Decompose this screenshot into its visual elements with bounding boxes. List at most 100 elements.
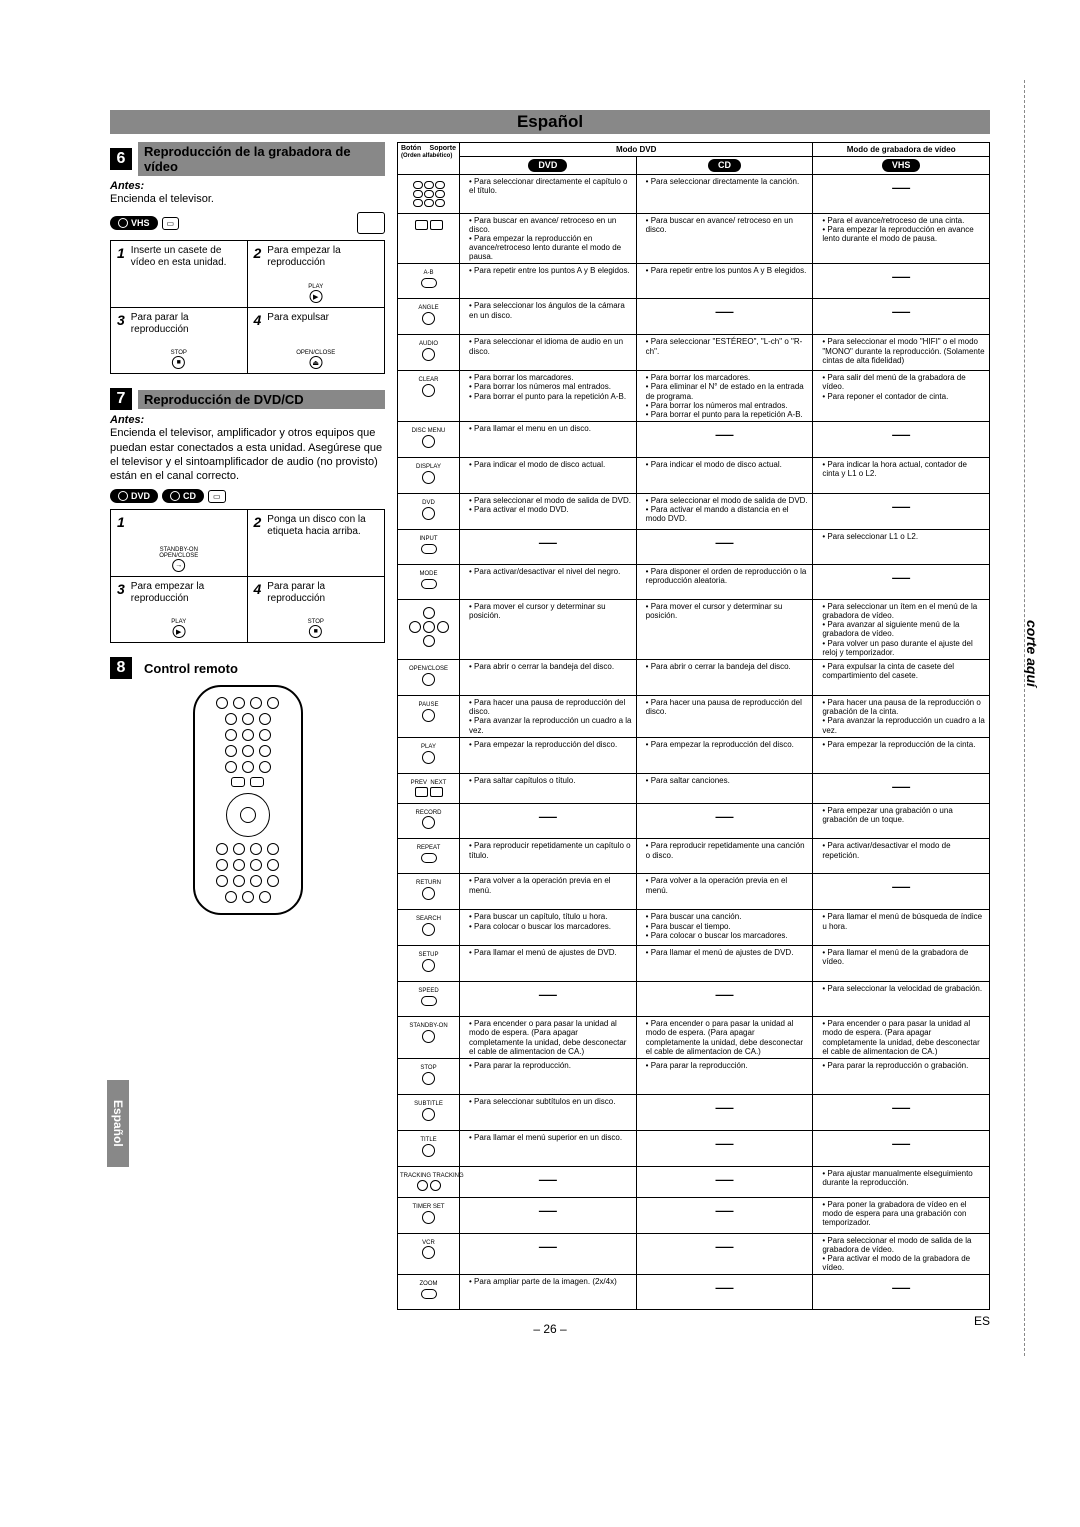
- table-item: Para hacer una pausa de reproducción del…: [646, 698, 810, 716]
- table-item: Para el avance/retroceso de una cinta.: [822, 216, 986, 225]
- table-item: Para empezar la reproducción del disco.: [646, 740, 810, 749]
- remote-illustration: [193, 685, 303, 915]
- section-8-title: Control remoto: [138, 659, 385, 678]
- table-cell: Para hacer una pausa de reproducción del…: [460, 695, 637, 737]
- table-row: SPEED——Para seleccionar la velocidad de …: [398, 982, 990, 1017]
- table-item: Para buscar un capítulo, título u hora.: [469, 912, 633, 921]
- table-cell: —: [460, 982, 637, 1017]
- table-item: Para seleccionar subtítulos en un disco.: [469, 1097, 633, 1106]
- language-title: Español: [110, 110, 990, 134]
- antes-6-text: Encienda el televisor.: [110, 192, 385, 206]
- step-text: Ponga un disco con la etiqueta hacia arr…: [267, 514, 365, 537]
- step-btn-icon: PLAY▶: [171, 619, 186, 638]
- table-cell: —: [636, 1197, 813, 1233]
- table-item: Para ampliar parte de la imagen. (2x/4x): [469, 1277, 633, 1286]
- section-6-head: 6 Reproducción de la grabadora de vídeo: [110, 142, 385, 176]
- step-num: 1: [117, 514, 125, 530]
- table-item: Para seleccionar los ángulos de la cámar…: [469, 301, 633, 319]
- table-item: Para buscar en avance/ retroceso en un d…: [469, 216, 633, 234]
- hdr-vhs: VHS: [813, 157, 990, 174]
- table-cell: Para salir del menú de la grabadora de v…: [813, 371, 990, 422]
- antes-6: Antes:: [110, 180, 385, 192]
- table-cell: Para empezar una grabación o una grabaci…: [813, 803, 990, 839]
- button-cell: OPEN/CLOSE: [398, 660, 460, 696]
- table-cell: Para parar la reproducción.: [460, 1058, 637, 1094]
- table-item: Para disponer el orden de reproducción o…: [646, 567, 810, 585]
- table-cell: —: [813, 773, 990, 803]
- table-item: Para volver un paso durante el ajuste de…: [822, 639, 986, 657]
- table-item: Para reproducir repetidamente una canció…: [646, 841, 810, 859]
- table-item: Para seleccionar "ESTÉREO", "L-ch" o "R-…: [646, 337, 810, 355]
- table-row: Para mover el cursor y determinar su pos…: [398, 599, 990, 659]
- section-6-steps: 1Inserte un casete de vídeo en esta unid…: [110, 240, 385, 374]
- table-cell: Para encender o para pasar la unidad al …: [813, 1017, 990, 1059]
- table-item: Para activar/desactivar el nivel del neg…: [469, 567, 633, 576]
- table-row: DVDPara seleccionar el modo de salida de…: [398, 494, 990, 530]
- section-6-title: Reproducción de la grabadora de vídeo: [138, 142, 385, 176]
- button-cell: TIMER SET: [398, 1197, 460, 1233]
- step-btn-icon: STOP■: [171, 350, 187, 369]
- hdr-dvd: DVD: [460, 157, 637, 174]
- table-row: STANDBY-ONPara encender o para pasar la …: [398, 1017, 990, 1059]
- table-cell: Para seleccionar el idioma de audio en u…: [460, 335, 637, 371]
- table-item: Para empezar la reproducción en avance l…: [822, 225, 986, 243]
- hdr-dvdmode: Modo DVD: [460, 143, 813, 157]
- table-item: Para parar la reproducción.: [469, 1061, 633, 1070]
- table-cell: Para buscar en avance/ retroceso en un d…: [636, 213, 813, 264]
- table-cell: Para hacer una pausa de reproducción del…: [636, 695, 813, 737]
- step-cell: 2Para empezar la reproducciónPLAY▶: [248, 241, 385, 307]
- button-cell: REPEAT: [398, 839, 460, 874]
- tv-icon-2: ▭: [208, 490, 226, 503]
- table-item: Para seleccionar el idioma de audio en u…: [469, 337, 633, 355]
- table-row: TITLEPara llamar el menú superior en un …: [398, 1130, 990, 1166]
- table-cell: Para activar/desactivar el nivel del neg…: [460, 564, 637, 599]
- table-row: Para seleccionar directamente el capítul…: [398, 174, 990, 213]
- table-item: Para encender o para pasar la unidad al …: [469, 1019, 633, 1056]
- table-cell: Para poner la grabadora de vídeo en el m…: [813, 1197, 990, 1233]
- step-num: 3: [117, 312, 125, 328]
- dvd-badge: DVD: [110, 489, 158, 503]
- table-item: Para borrar el punto para la repetición …: [469, 392, 633, 401]
- step-num: 4: [254, 312, 262, 328]
- table-item: Para hacer una pausa de la reproducción …: [822, 698, 986, 716]
- table-item: Para colocar o buscar los marcadores.: [469, 922, 633, 931]
- button-cell: SEARCH: [398, 910, 460, 946]
- table-cell: Para abrir o cerrar la bandeja del disco…: [636, 660, 813, 696]
- ffwd-rew-icon: [400, 220, 457, 230]
- section-8-num: 8: [110, 657, 132, 679]
- table-cell: Para seleccionar directamente la canción…: [636, 174, 813, 213]
- section-8-head: 8 Control remoto: [110, 657, 385, 679]
- table-cell: Para hacer una pausa de la reproducción …: [813, 695, 990, 737]
- table-cell: Para llamar el menú de ajustes de DVD.: [460, 946, 637, 982]
- button-cell: TITLE: [398, 1130, 460, 1166]
- table-row: A-BPara repetir entre los puntos A y B e…: [398, 264, 990, 299]
- table-cell: Para reproducir repetidamente un capítul…: [460, 839, 637, 874]
- table-cell: Para empezar la reproducción del disco.: [460, 737, 637, 773]
- table-item: Para hacer una pausa de reproducción del…: [469, 698, 633, 716]
- table-cell: Para seleccionar un ítem en el menú de l…: [813, 599, 990, 659]
- side-tab: Español: [107, 1080, 129, 1167]
- table-item: Para borrar los números mal entrados.: [469, 382, 633, 391]
- button-cell: [398, 213, 460, 264]
- table-cell: —: [813, 422, 990, 458]
- table-item: Para buscar una canción.: [646, 912, 810, 921]
- tv-shape-icon: [357, 212, 385, 234]
- hdr-vcrmode: Modo de grabadora de vídeo: [813, 143, 990, 157]
- table-cell: Para seleccionar subtítulos en un disco.: [460, 1094, 637, 1130]
- table-item: Para expulsar la cinta de casete del com…: [822, 662, 986, 680]
- button-cell: INPUT: [398, 530, 460, 565]
- table-row: AUDIOPara seleccionar el idioma de audio…: [398, 335, 990, 371]
- table-cell: Para mover el cursor y determinar su pos…: [636, 599, 813, 659]
- table-cell: Para seleccionar el modo de salida de DV…: [460, 494, 637, 530]
- table-row: DISC MENUPara llamar el menu en un disco…: [398, 422, 990, 458]
- table-item: Para indicar el modo de disco actual.: [646, 460, 810, 469]
- table-cell: Para buscar un capítulo, título u hora.P…: [460, 910, 637, 946]
- table-cell: Para seleccionar la velocidad de grabaci…: [813, 982, 990, 1017]
- button-cell: PREV NEXT: [398, 773, 460, 803]
- table-item: Para repetir entre los puntos A y B eleg…: [469, 266, 633, 275]
- table-cell: Para empezar la reproducción del disco.: [636, 737, 813, 773]
- table-row: PAUSEPara hacer una pausa de reproducció…: [398, 695, 990, 737]
- tracking-icon: [400, 1180, 457, 1191]
- button-cell: DVD: [398, 494, 460, 530]
- button-cell: [398, 174, 460, 213]
